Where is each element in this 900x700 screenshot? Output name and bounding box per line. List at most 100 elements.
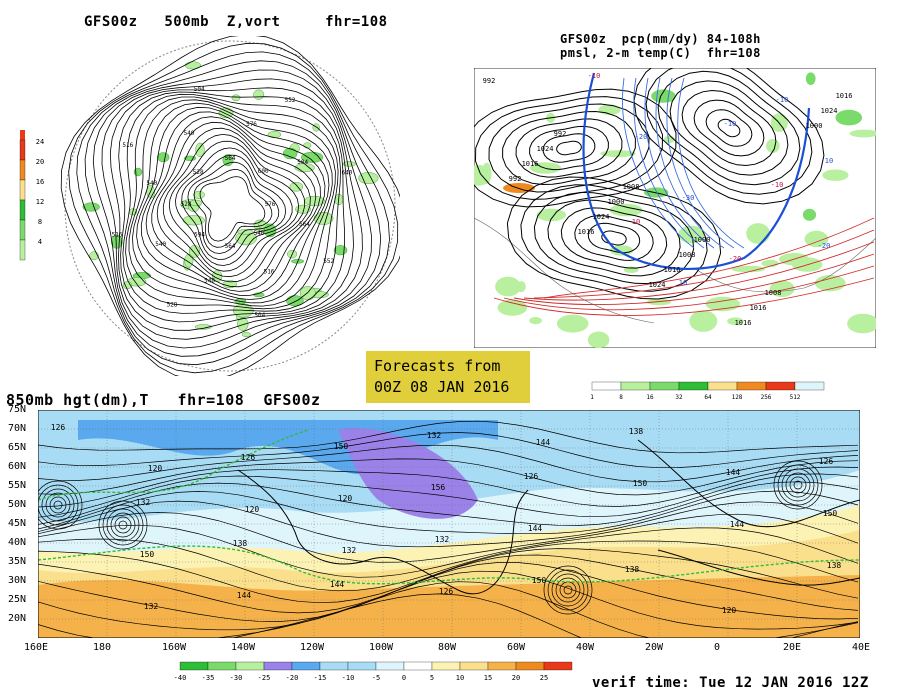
cold-core-purple — [338, 428, 478, 519]
pcp-blob-10 — [766, 138, 780, 153]
lat-label-4: 55N — [8, 480, 27, 491]
pcp-panel-title: GFS00z pcp(mm/dy) 84-108h pmsl, 2-m temp(… — [560, 32, 761, 60]
h850-legend-swatch-10 — [459, 661, 489, 671]
hgt-center-2-24 — [543, 565, 593, 615]
h850-height-contours — [38, 420, 859, 638]
h850-legend-label-0: -40 — [174, 674, 187, 682]
hgt-line-11 — [38, 538, 859, 592]
vort-label-16: 540 — [184, 130, 195, 137]
warm-contour-0 — [493, 277, 875, 316]
pcp-legend-swatch-1 — [620, 381, 651, 391]
pcp-legend-swatch-6 — [765, 381, 796, 391]
lon-label-1: 180 — [93, 642, 112, 653]
isobar-2-7 — [474, 88, 677, 208]
hgt-line-13 — [38, 554, 859, 614]
h850-legend-swatch-6 — [347, 661, 377, 671]
height-contour-4 — [175, 147, 293, 266]
lon-label-10: 0 — [714, 642, 721, 653]
height-contour-19 — [92, 69, 372, 349]
hgt-line-4 — [38, 466, 859, 508]
height-contour-12 — [132, 102, 333, 304]
isobar-0-7 — [633, 68, 825, 205]
lat-label-6: 45N — [8, 518, 27, 529]
hgt-label-25: 132 — [136, 498, 151, 507]
pcp-blob-12 — [731, 265, 766, 273]
height-contour-15 — [122, 93, 341, 314]
pcp-blob-34 — [835, 109, 863, 126]
temp-label-3: -20 — [729, 255, 742, 263]
pcp-blob-39 — [556, 314, 589, 333]
pcp-blob-6 — [805, 72, 816, 85]
hgt-line-2 — [38, 444, 859, 483]
hgt-label-15: 144 — [726, 468, 741, 477]
pcp-legend-label-6: 256 — [761, 394, 772, 401]
vort-blob-10 — [231, 94, 241, 102]
vort-blob-34 — [282, 147, 298, 160]
h850-legend-label-3: -25 — [258, 674, 271, 682]
height-contour-9 — [145, 116, 321, 292]
hgt-center-2-4 — [563, 585, 573, 595]
vort-legend-swatch-2 — [19, 179, 26, 201]
isobar-0-0 — [717, 118, 741, 138]
pcp-blob-18 — [804, 230, 829, 248]
warm-contour-5 — [543, 217, 875, 299]
vort-legend-swatch-0 — [19, 139, 26, 161]
vort-legend-label-0: 24 — [36, 138, 44, 146]
isobar-label-18: 1024 — [649, 281, 666, 289]
height-contour-22 — [68, 42, 399, 374]
isobar-1-3 — [560, 207, 668, 269]
vort-blob-56 — [133, 167, 143, 177]
vort-label-1: 564 — [299, 221, 310, 228]
h850-legend-label-13: 25 — [540, 674, 548, 682]
h850-legend-label-4: -20 — [286, 674, 299, 682]
hgt-center-0-24 — [38, 480, 83, 530]
pcp-legend-label-4: 64 — [704, 394, 712, 401]
isobar-1-6 — [520, 184, 708, 292]
lat-label-5: 50N — [8, 499, 27, 510]
pcp-blob-11 — [609, 203, 643, 217]
height-contour-14 — [125, 96, 339, 310]
hgt-center-1-4 — [118, 520, 128, 530]
height-contour-7 — [156, 127, 311, 283]
verification-time: verif time: Tue 12 JAN 2016 12Z — [592, 675, 869, 691]
isobar-0-5 — [657, 70, 801, 186]
h850-legend-swatch-1 — [207, 661, 237, 671]
vort-label-18: 564 — [225, 155, 236, 162]
hgt-label-19: 150 — [334, 442, 349, 451]
h850-legend-label-6: -10 — [342, 674, 355, 682]
vort-label-13: 540 — [146, 180, 157, 187]
pcp-blob-15 — [587, 331, 610, 348]
isobar-label-3: 1000 — [694, 236, 711, 244]
pcp-blob-26 — [529, 317, 542, 325]
vort-blob-15 — [358, 172, 379, 185]
vort-legend-label-4: 8 — [38, 218, 42, 226]
isobar-2-6 — [474, 96, 664, 200]
h850-legend-label-8: 0 — [402, 674, 406, 682]
vort-blob-22 — [241, 332, 251, 337]
vort-label-15: 528 — [193, 169, 204, 176]
temp-label-5: 10 — [825, 157, 833, 165]
isobar-0-4 — [669, 80, 789, 176]
forecast-line1: Forecasts from — [374, 357, 501, 375]
warm-contour-4 — [533, 229, 875, 299]
h850-legend-swatch-5 — [319, 661, 349, 671]
vort-label-10: 540 — [155, 241, 166, 248]
lat-label-11: 20N — [8, 613, 27, 624]
lon-label-5: 100W — [369, 642, 394, 653]
vort-label-17: 504 — [194, 86, 205, 93]
hgt-center-3-20 — [777, 464, 819, 506]
hgt-center-0-12 — [45, 492, 71, 518]
temp-label-2: -30 — [682, 194, 695, 202]
hgt-label-17: 150 — [140, 550, 155, 559]
zero-line-north — [38, 429, 309, 501]
h850-legend-swatch-4 — [291, 661, 321, 671]
hgt-label-29: 126 — [524, 472, 539, 481]
isobar-label-7: 1000 — [608, 198, 625, 206]
vort-label-7: 540 — [204, 277, 215, 284]
cold-contour-1 — [633, 77, 705, 249]
vort-legend-cap — [20, 130, 25, 140]
vort-label-3: 540 — [254, 230, 265, 237]
isobar-label-1: 992 — [554, 130, 567, 138]
isobar-label-11: 1016 — [522, 160, 539, 168]
pcp-legend-swatch-5 — [736, 381, 767, 391]
